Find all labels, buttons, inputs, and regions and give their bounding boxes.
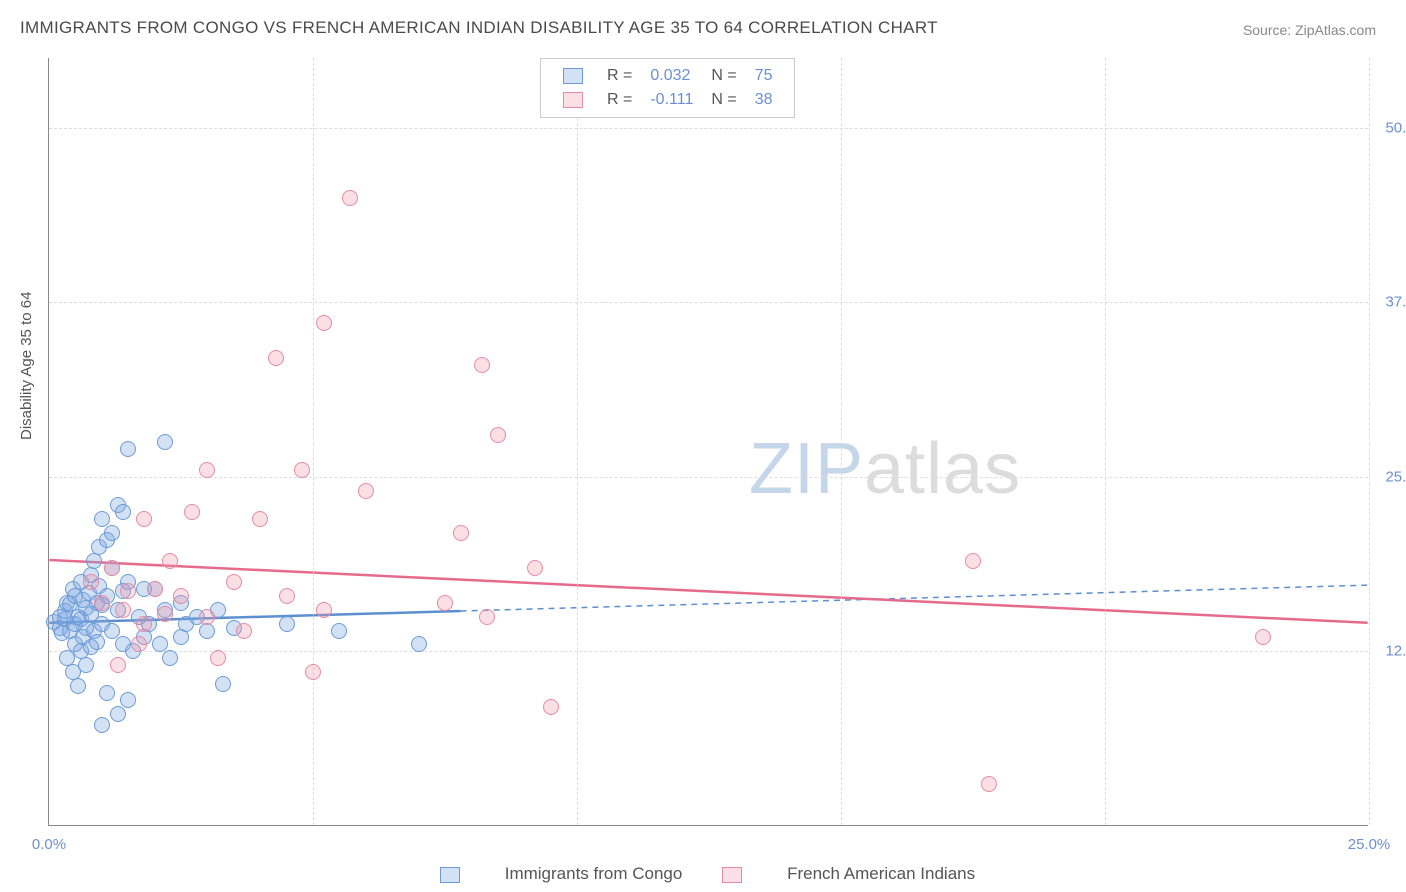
data-point bbox=[115, 504, 131, 520]
gridline-v bbox=[313, 58, 314, 825]
legend-r-value: 0.032 bbox=[642, 65, 701, 87]
data-point bbox=[162, 553, 178, 569]
data-point bbox=[131, 636, 147, 652]
data-point bbox=[83, 574, 99, 590]
legend-swatch bbox=[563, 92, 583, 108]
legend-r-label: R = bbox=[599, 65, 640, 87]
data-point bbox=[94, 717, 110, 733]
y-tick-label: 50.0% bbox=[1373, 119, 1406, 136]
data-point bbox=[110, 706, 126, 722]
trend-lines bbox=[49, 58, 1368, 825]
gridline-h bbox=[49, 302, 1368, 303]
data-point bbox=[89, 634, 105, 650]
data-point bbox=[199, 623, 215, 639]
legend-item: Immigrants from Congo bbox=[440, 864, 682, 883]
data-point bbox=[236, 623, 252, 639]
data-point bbox=[342, 190, 358, 206]
data-point bbox=[94, 511, 110, 527]
legend-item: French American Indians bbox=[722, 864, 975, 883]
data-point bbox=[268, 350, 284, 366]
gridline-v bbox=[1369, 58, 1370, 825]
data-point bbox=[136, 616, 152, 632]
data-point bbox=[437, 595, 453, 611]
data-point bbox=[104, 525, 120, 541]
data-point bbox=[199, 609, 215, 625]
watermark: ZIPatlas bbox=[749, 428, 1021, 510]
data-point bbox=[490, 427, 506, 443]
chart-title: IMMIGRANTS FROM CONGO VS FRENCH AMERICAN… bbox=[20, 18, 938, 38]
gridline-v bbox=[841, 58, 842, 825]
data-point bbox=[152, 636, 168, 652]
scatter-plot: ZIPatlas 12.5%25.0%37.5%50.0%0.0%25.0% bbox=[48, 58, 1368, 826]
legend-r-label: R = bbox=[599, 89, 640, 111]
legend-n-value: 38 bbox=[747, 89, 781, 111]
legend-stats: R =0.032N =75 R =-0.111N =38 bbox=[540, 58, 795, 118]
gridline-h bbox=[49, 128, 1368, 129]
y-tick-label: 25.0% bbox=[1373, 468, 1406, 485]
data-point bbox=[136, 511, 152, 527]
y-tick-label: 12.5% bbox=[1373, 643, 1406, 660]
data-point bbox=[226, 574, 242, 590]
data-point bbox=[184, 504, 200, 520]
data-point bbox=[162, 650, 178, 666]
source-label: Source: ZipAtlas.com bbox=[1243, 22, 1376, 38]
data-point bbox=[86, 553, 102, 569]
data-point bbox=[210, 650, 226, 666]
legend-swatch bbox=[722, 867, 742, 883]
data-point bbox=[157, 434, 173, 450]
data-point bbox=[70, 678, 86, 694]
data-point bbox=[527, 560, 543, 576]
data-point bbox=[279, 616, 295, 632]
data-point bbox=[215, 676, 231, 692]
data-point bbox=[965, 553, 981, 569]
data-point bbox=[157, 606, 173, 622]
data-point bbox=[981, 776, 997, 792]
data-point bbox=[479, 609, 495, 625]
data-point bbox=[104, 560, 120, 576]
data-point bbox=[331, 623, 347, 639]
data-point bbox=[120, 441, 136, 457]
data-point bbox=[252, 511, 268, 527]
data-point bbox=[94, 595, 110, 611]
data-point bbox=[120, 692, 136, 708]
legend-series: Immigrants from Congo French American In… bbox=[440, 864, 1015, 884]
legend-r-value: -0.111 bbox=[642, 89, 701, 111]
data-point bbox=[294, 462, 310, 478]
legend-swatch bbox=[563, 68, 583, 84]
data-point bbox=[78, 657, 94, 673]
y-axis-label: Disability Age 35 to 64 bbox=[18, 292, 35, 440]
data-point bbox=[1255, 629, 1271, 645]
legend-n-label: N = bbox=[703, 89, 744, 111]
gridline-v bbox=[577, 58, 578, 825]
x-tick-label: 25.0% bbox=[1348, 836, 1391, 853]
data-point bbox=[453, 525, 469, 541]
gridline-h bbox=[49, 477, 1368, 478]
data-point bbox=[358, 483, 374, 499]
legend-n-value: 75 bbox=[747, 65, 781, 87]
y-tick-label: 37.5% bbox=[1373, 294, 1406, 311]
data-point bbox=[120, 583, 136, 599]
gridline-v bbox=[1105, 58, 1106, 825]
data-point bbox=[305, 664, 321, 680]
data-point bbox=[199, 462, 215, 478]
data-point bbox=[115, 602, 131, 618]
data-point bbox=[99, 685, 115, 701]
gridline-h bbox=[49, 651, 1368, 652]
data-point bbox=[316, 315, 332, 331]
x-tick-label: 0.0% bbox=[32, 836, 66, 853]
legend-n-label: N = bbox=[703, 65, 744, 87]
data-point bbox=[173, 588, 189, 604]
data-point bbox=[104, 623, 120, 639]
data-point bbox=[173, 629, 189, 645]
data-point bbox=[279, 588, 295, 604]
data-point bbox=[110, 657, 126, 673]
legend-swatch bbox=[440, 867, 460, 883]
data-point bbox=[543, 699, 559, 715]
data-point bbox=[147, 581, 163, 597]
data-point bbox=[474, 357, 490, 373]
data-point bbox=[411, 636, 427, 652]
data-point bbox=[316, 602, 332, 618]
